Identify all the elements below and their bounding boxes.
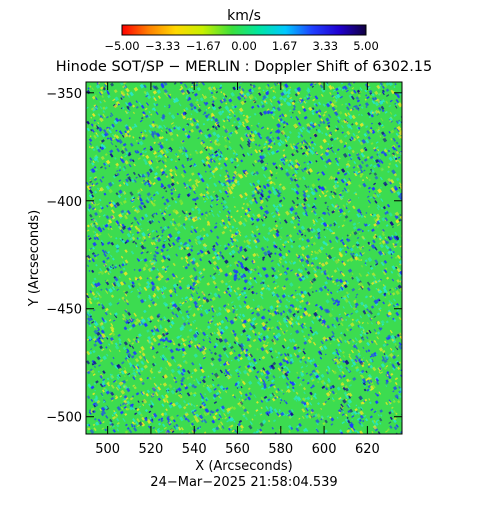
x-tick-label: 620 — [355, 442, 380, 457]
y-tick-label: −400 — [46, 195, 82, 210]
colorbar-ticks: −5.00 −3.33 −1.67 0.00 1.67 3.33 5.00 — [104, 39, 378, 53]
y-tick-label: −450 — [46, 303, 82, 318]
y-axis-ticks: −350 −400 −450 −500 — [46, 87, 402, 426]
x-tick-label: 600 — [312, 442, 337, 457]
colorbar-unit: km/s — [227, 8, 261, 24]
colorbar-tick-label: 5.00 — [353, 39, 379, 53]
x-axis-label: X (Arcseconds) — [195, 459, 292, 474]
x-tick-label: 540 — [182, 442, 207, 457]
y-tick-label: −350 — [46, 87, 82, 102]
x-tick-label: 560 — [225, 442, 250, 457]
plot-frame — [85, 81, 403, 435]
colorbar-tick-label: −5.00 — [104, 39, 139, 53]
colorbar-tick-label: −3.33 — [145, 39, 180, 53]
x-tick-label: 580 — [268, 442, 293, 457]
y-tick-label: −500 — [46, 411, 82, 426]
x-axis-ticks: 500 520 540 560 580 600 620 — [95, 82, 380, 457]
y-axis-label: Y (Arcseconds) — [27, 210, 42, 307]
colorbar-tick-label: 1.67 — [272, 39, 298, 53]
figure-title: Hinode SOT/SP − MERLIN : Doppler Shift o… — [56, 59, 433, 75]
colorbar-tick-label: −1.67 — [186, 39, 221, 53]
timestamp: 24−Mar−2025 21:58:04.539 — [150, 475, 337, 490]
doppler-image — [86, 82, 402, 434]
x-tick-label: 500 — [95, 442, 120, 457]
colorbar-tick-label: 0.00 — [231, 39, 257, 53]
colorbar-tick-label: 3.33 — [313, 39, 339, 53]
x-tick-label: 520 — [139, 442, 164, 457]
colorbar — [121, 24, 367, 36]
